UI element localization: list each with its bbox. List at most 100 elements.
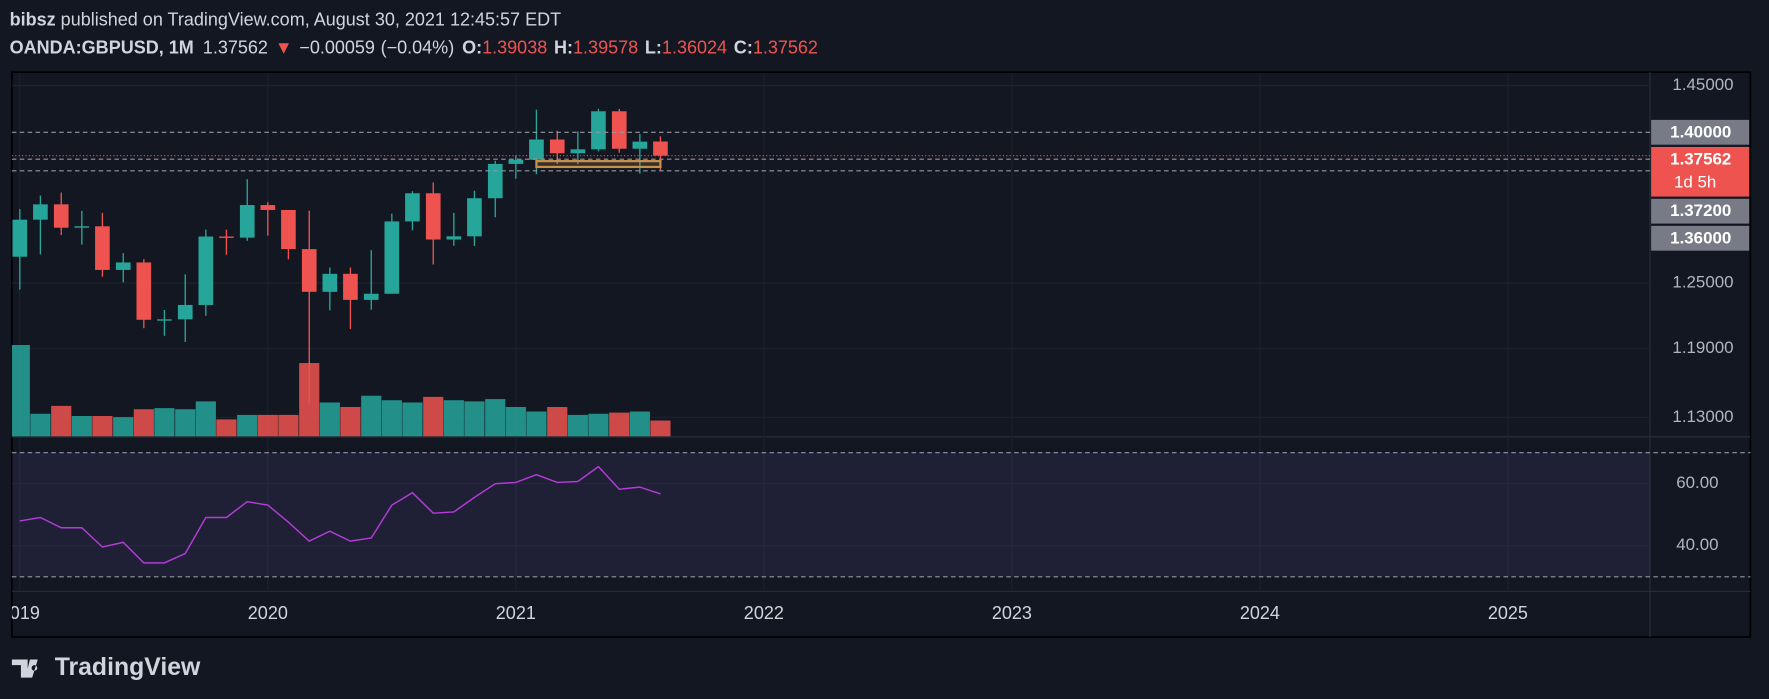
x-tick: 2024 <box>1240 603 1280 623</box>
volume-bar <box>340 406 361 437</box>
x-tick: 2020 <box>248 603 288 623</box>
candle-body <box>487 163 503 199</box>
ohlc-label: H: <box>554 37 573 57</box>
candle-body <box>33 204 48 220</box>
low: 1.36024 <box>662 37 727 57</box>
logo: TradingView <box>11 654 201 681</box>
candle-body <box>177 304 193 320</box>
volume-bar <box>443 400 464 437</box>
candle-body <box>591 111 606 150</box>
candle-body <box>115 262 131 270</box>
candle-body <box>570 149 586 154</box>
open: 1.39038 <box>482 37 547 57</box>
candle-body <box>343 273 358 300</box>
change-pct: (−0.04%) <box>381 37 455 57</box>
arrow: ▼ <box>275 37 293 57</box>
y-tick-label: 1.13000 <box>1672 407 1733 426</box>
change: −0.00059 <box>299 37 375 57</box>
candle-body <box>157 319 172 321</box>
y-tick-label: 1.45000 <box>1672 75 1733 94</box>
byline: bibsz published on TradingView.com, Augu… <box>10 9 562 29</box>
y2-tick-label: 40.00 <box>1676 535 1718 554</box>
candle-body <box>549 139 565 154</box>
volume-bar <box>567 414 588 437</box>
volume-bar <box>133 409 154 437</box>
volume-bar <box>423 396 444 437</box>
volume-bar <box>650 420 671 437</box>
candle-body <box>95 226 110 270</box>
ohlc-label: O: <box>462 37 482 57</box>
high: 1.39578 <box>573 37 638 57</box>
price-label: 1.40000 <box>1670 122 1731 141</box>
price-label-box <box>1651 119 1750 145</box>
candle-body <box>446 236 462 240</box>
candle-body <box>136 262 152 320</box>
x-tick-label: 2023 <box>992 603 1032 623</box>
x-tick: 2022 <box>744 603 784 623</box>
volume-bar <box>278 414 299 437</box>
candle-body <box>239 205 255 238</box>
volume-bar <box>257 414 278 437</box>
candle-body <box>322 273 338 292</box>
candle-body <box>632 141 648 149</box>
volume-bar <box>154 408 175 437</box>
chart-frame <box>11 71 1752 638</box>
volume-bar <box>402 402 423 437</box>
candle-body <box>219 236 234 238</box>
volume-bar <box>216 419 237 437</box>
candle-body <box>301 249 317 292</box>
close: 1.37562 <box>753 37 818 57</box>
price-label-box <box>1651 146 1750 197</box>
volume-bar <box>71 416 92 437</box>
volume-bar <box>526 411 547 437</box>
y-tick-label: 1.19000 <box>1672 338 1733 357</box>
volume-bar <box>361 395 382 437</box>
user: bibsz <box>10 9 56 29</box>
volume-bar <box>92 416 113 437</box>
candle-body <box>260 205 276 210</box>
y2-tick-label: 60.00 <box>1676 473 1718 492</box>
x-tick: 2025 <box>1488 603 1528 623</box>
candle-body <box>198 236 214 305</box>
price-label: 1.37562 <box>1670 149 1731 168</box>
candle-body <box>508 159 524 164</box>
candle-body <box>425 193 441 240</box>
ohlc-label: C: <box>734 37 753 57</box>
byline-text: published on TradingView.com, August 30,… <box>56 9 561 29</box>
volume-bar <box>547 406 568 437</box>
candle-body <box>611 111 627 149</box>
brand: TradingView <box>55 654 201 681</box>
x-tick: 2023 <box>992 603 1032 623</box>
price-label-box <box>1651 225 1750 251</box>
x-tick-label: 2020 <box>248 603 288 623</box>
candle-body <box>653 141 668 156</box>
volume-bar <box>609 412 630 437</box>
volume-bar <box>485 399 506 437</box>
volume-bar <box>464 401 485 437</box>
y-tick-label: 1.25000 <box>1672 273 1733 292</box>
plot-area <box>11 73 1651 591</box>
last-price: 1.37562 <box>203 37 268 57</box>
x-tick-label: 2024 <box>1240 603 1280 623</box>
volume-bar <box>319 402 340 437</box>
ohlc-label: L: <box>645 37 662 57</box>
x-tick-label: 2021 <box>496 603 536 623</box>
volume-bar <box>381 400 402 437</box>
x-tick-label: 2025 <box>1488 603 1528 623</box>
candle-body <box>529 139 544 160</box>
symbol-line: OANDA:GBPUSD, 1M 1.37562 ▼ −0.00059 (−0.04%)… <box>10 37 818 57</box>
volume-bar <box>11 344 30 437</box>
candle-body <box>405 193 420 222</box>
volume-bar <box>629 411 650 437</box>
price-label: 1.37200 <box>1670 201 1731 220</box>
volume-bar <box>30 413 51 437</box>
symbol: OANDA:GBPUSD, 1M <box>10 37 194 57</box>
logo-icon <box>11 659 38 678</box>
x-tick-label: 2019 <box>0 603 40 623</box>
zone <box>535 159 662 169</box>
countdown: 1d 5h <box>1674 172 1716 191</box>
rsi-band <box>11 452 1651 577</box>
rsi-line <box>19 465 661 564</box>
candle-body <box>53 204 69 228</box>
